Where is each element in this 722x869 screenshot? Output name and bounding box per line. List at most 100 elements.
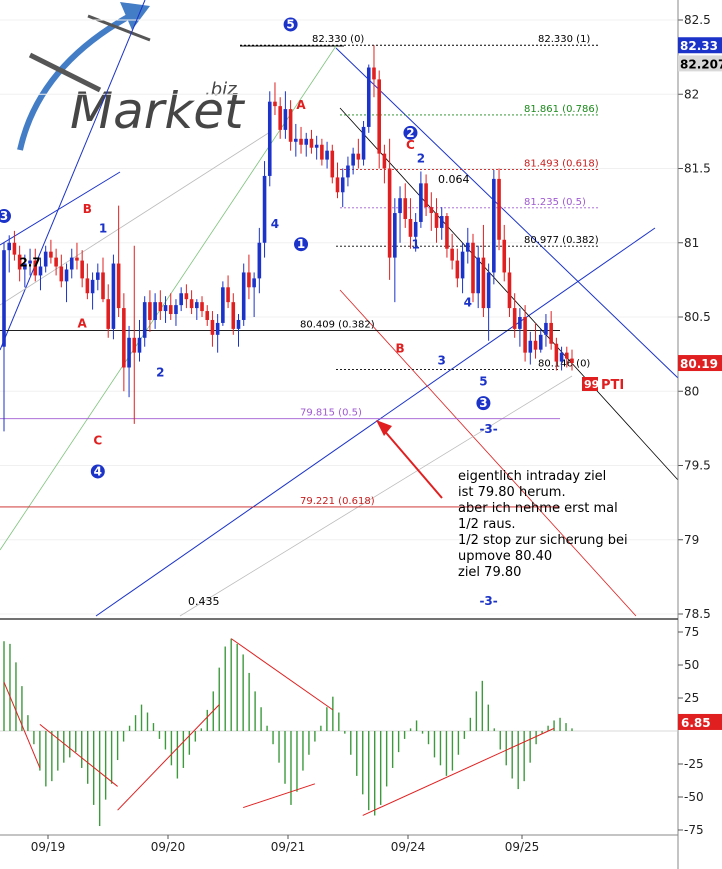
date-tick-label: 09/25 [505, 840, 540, 854]
candle-body [419, 183, 423, 222]
candle-body [38, 266, 43, 276]
candle-body [189, 299, 194, 309]
candle-body [377, 79, 381, 154]
annotation-arrowhead [376, 420, 392, 436]
candle-body [278, 106, 282, 130]
candle-body [544, 322, 548, 335]
wave-label: B [83, 202, 92, 216]
candle-body [325, 150, 329, 160]
candle-body [486, 272, 491, 309]
price-tick-label: 79 [684, 533, 699, 547]
price-label-box [678, 37, 722, 54]
wave-label: -3- [479, 594, 497, 608]
wave-label: 2 [406, 126, 414, 140]
wave-label: C [406, 138, 415, 152]
price-label-text: 82.2077 [680, 57, 722, 71]
date-tick-label: 09/20 [151, 840, 186, 854]
wave-label: -3- [479, 422, 497, 436]
annotations: 0.064 0.435 99 PTI [188, 173, 624, 608]
candle-body [294, 138, 298, 142]
candle-body [387, 168, 392, 258]
candle-body [2, 250, 6, 347]
wave-label: 1 [411, 238, 419, 252]
wave-circle [294, 237, 309, 252]
wave-label: 1 [297, 237, 305, 251]
osc-tick-label: -75 [684, 823, 704, 837]
pti-label: PTI [601, 378, 624, 393]
candle-body [106, 299, 111, 329]
candle-body [497, 178, 501, 240]
wave-circle [476, 396, 491, 411]
osc-divergence-line [230, 638, 334, 711]
date-axis: 09/19 09/20 09/21 09/24 09/25 [0, 834, 678, 854]
candle-body [75, 257, 79, 261]
candle-body [122, 308, 126, 368]
price-label-box [678, 55, 722, 72]
price-label-text: 82.33 [680, 39, 718, 53]
wave-label: 4 [464, 296, 472, 310]
candle-body [335, 177, 340, 193]
candle-body [247, 272, 251, 288]
channel-line [95, 227, 656, 617]
candle-body [408, 218, 413, 237]
wave-label: 4 [271, 217, 279, 231]
annotation-arrow [381, 427, 443, 499]
candle-body [69, 257, 74, 270]
candle-body [23, 263, 27, 270]
candle-body [288, 109, 293, 142]
svg-text:.biz: .biz [205, 79, 237, 100]
candle-body [518, 317, 522, 329]
candle-body [205, 311, 210, 320]
candle-body [434, 213, 439, 228]
candle-body [309, 138, 314, 148]
candle-body [554, 343, 559, 362]
wave-circle [90, 464, 105, 479]
price-tick-label: 81.5 [684, 162, 711, 176]
candle-body [43, 251, 48, 267]
osc-tick-label: -25 [684, 757, 704, 771]
wave-label: A [296, 98, 306, 112]
wave-label: 3 [438, 354, 446, 368]
candle-body [174, 305, 178, 315]
candle-body [221, 287, 225, 323]
candle-body [226, 287, 230, 303]
date-tick-label: 09/24 [391, 840, 426, 854]
osc-divergence-line [243, 783, 316, 809]
candle-body [465, 242, 470, 252]
wave-circle [403, 125, 418, 140]
candle-body [450, 248, 454, 261]
candle-body [231, 302, 236, 329]
candle-body [257, 242, 262, 279]
osc-value-label: 6.85 [681, 716, 711, 730]
candle-body [184, 293, 189, 300]
fib-label: 80.409 (0.382) [300, 320, 375, 331]
candle-body [101, 272, 105, 300]
candle-body [215, 322, 220, 335]
fib-label: 80.977 (0.382) [524, 235, 599, 246]
wave-label: B [395, 342, 404, 356]
fib-label: 79.815 (0.5) [300, 408, 362, 419]
candle-body [523, 317, 527, 353]
candle-body [28, 260, 32, 264]
candle-body [148, 302, 152, 320]
candle-body [49, 251, 53, 258]
fib-label: 82.330 (1) [538, 34, 590, 45]
candle-body [366, 67, 371, 127]
osc-tick-label: -50 [684, 790, 704, 804]
candle-body [210, 319, 215, 335]
price-tick-label: 78.5 [684, 607, 711, 621]
channel-line [0, 171, 121, 246]
candle-body [132, 337, 137, 353]
candle-body [528, 340, 533, 353]
fib-label: 79.221 (0.618) [300, 496, 375, 507]
candle-body [533, 340, 538, 350]
candle-body [273, 101, 277, 107]
pti-box [582, 377, 598, 391]
candle-body [95, 272, 100, 280]
osc-divergence-line [362, 727, 555, 816]
candle-body [502, 239, 507, 273]
wave-circle [0, 209, 11, 224]
candle-body [413, 221, 418, 237]
fib-label: 82.330 (0) [312, 34, 364, 45]
candle-body [512, 308, 517, 329]
